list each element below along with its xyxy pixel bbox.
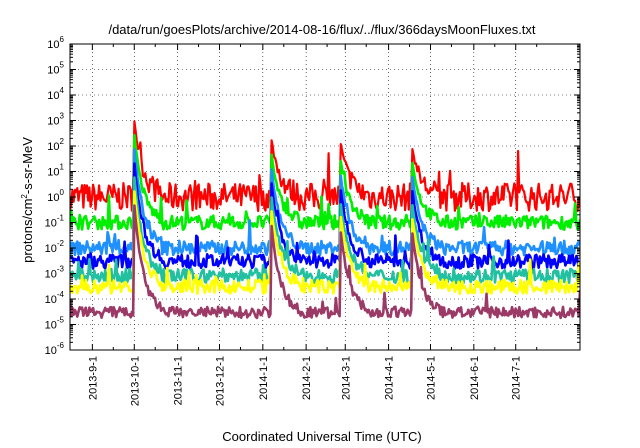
x-tick-label: 2014-3-1 <box>340 356 352 400</box>
y-tick-label-exp: 0 <box>60 188 65 197</box>
series-lines <box>70 120 580 320</box>
y-tick-label: 104 <box>47 86 64 102</box>
series-line-7 <box>70 204 580 320</box>
y-tick-label: 10-4 <box>45 290 65 306</box>
grid-lines <box>70 44 580 350</box>
series-line-6 <box>70 190 580 296</box>
chart-title: /data/run/goesPlots/archive/2014-08-16/f… <box>108 22 535 37</box>
y-tick-label: 10-2 <box>45 239 65 255</box>
y-tick-label-exp: -2 <box>57 239 65 248</box>
x-axis-ticks: 2013-9-1 2013-10-1 2013-11-1 2013-12-1 2014-… <box>87 44 538 406</box>
y-tick-label-base: 10 <box>45 345 57 357</box>
x-tick-label: 2013-11-1 <box>173 356 185 405</box>
x-tick-label: 2014-7-1 <box>511 356 523 400</box>
y-tick-label-base: 10 <box>45 269 57 281</box>
y-tick-label-base: 10 <box>47 167 59 179</box>
y-tick-label: 103 <box>47 112 64 128</box>
y-tick-label-base: 10 <box>47 192 59 204</box>
series-line-2 <box>70 134 580 231</box>
y-tick-label-base: 10 <box>45 320 57 332</box>
series-line-5 <box>70 176 580 285</box>
y-tick-label: 102 <box>47 137 64 153</box>
y-axis-label-base: protons/cm <box>20 199 35 263</box>
y-tick-label-exp: 6 <box>60 35 65 44</box>
y-tick-label-exp: 4 <box>60 86 65 95</box>
y-tick-label: 100 <box>47 188 64 204</box>
y-tick-label: 10-1 <box>45 214 65 230</box>
y-tick-label-exp: -3 <box>57 265 65 274</box>
y-tick-label-exp: 2 <box>60 137 65 146</box>
y-tick-label: 10-5 <box>45 316 65 332</box>
series-line-1 <box>70 120 580 213</box>
x-tick-label: 2013-12-1 <box>215 356 227 406</box>
y-tick-label-exp: -4 <box>57 290 65 299</box>
x-tick-label: 2013-10-1 <box>129 356 141 406</box>
x-tick-label: 2013-9-1 <box>87 356 99 400</box>
y-tick-label-base: 10 <box>47 141 59 153</box>
y-axis-label: protons/cm2-s-sr-MeV <box>20 137 35 263</box>
y-tick-label-base: 10 <box>47 90 59 102</box>
plot-area <box>69 43 581 351</box>
y-tick-label-base: 10 <box>47 65 59 77</box>
y-axis-ticks: 10-610-510-410-310-210-11001011021031041… <box>45 35 580 357</box>
y-tick-label-base: 10 <box>45 243 57 255</box>
y-tick-label-exp: 1 <box>60 163 65 172</box>
x-tick-label: 2014-2-1 <box>301 356 313 400</box>
x-tick-label: 2014-6-1 <box>469 356 481 400</box>
x-tick-label: 2014-4-1 <box>384 356 396 400</box>
y-tick-label: 105 <box>47 61 64 77</box>
x-axis-label: Coordinated Universal Time (UTC) <box>222 429 421 444</box>
y-tick-label-exp: -1 <box>57 214 65 223</box>
y-axis-label-rest: -s-sr-MeV <box>20 137 35 194</box>
x-tick-label: 2014-5-1 <box>425 356 437 400</box>
y-axis-label-exp: 2 <box>20 194 29 199</box>
series-line-3 <box>70 148 580 257</box>
x-tick-label: 2014-1-1 <box>258 356 270 400</box>
y-tick-label-exp: 3 <box>60 112 65 121</box>
y-tick-label-exp: -5 <box>57 316 65 325</box>
y-tick-label-base: 10 <box>47 39 59 51</box>
y-tick-label: 10-3 <box>45 265 65 281</box>
y-tick-label-base: 10 <box>47 116 59 128</box>
y-tick-label: 10-6 <box>45 341 65 357</box>
y-tick-label-exp: -6 <box>57 341 65 350</box>
y-tick-label-exp: 5 <box>60 61 65 70</box>
y-tick-label-base: 10 <box>45 294 57 306</box>
y-tick-label: 106 <box>47 35 64 51</box>
y-tick-label: 101 <box>47 163 64 179</box>
y-tick-label-base: 10 <box>45 218 57 230</box>
